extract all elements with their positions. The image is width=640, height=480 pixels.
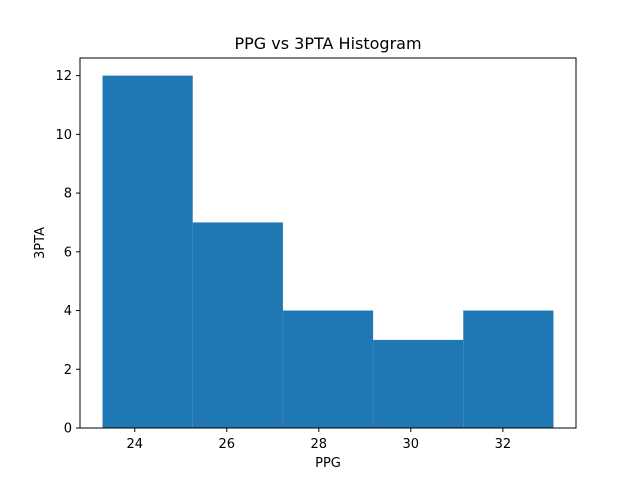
y-axis-label: 3PTA (33, 227, 48, 259)
y-tick-label: 8 (64, 187, 72, 202)
x-axis-ticks: 24 26 28 30 32 (126, 428, 511, 452)
y-tick-label: 10 (55, 128, 72, 143)
bars-group (102, 75, 554, 428)
histogram-bar-3 (282, 310, 374, 428)
x-axis-label: PPG (315, 456, 341, 471)
x-tick-label: 32 (495, 437, 512, 452)
x-tick-label: 30 (403, 437, 420, 452)
x-tick-label: 26 (219, 437, 236, 452)
plot-frame (79, 57, 577, 429)
histogram-bar-2 (192, 222, 283, 428)
y-tick-label: 4 (64, 304, 72, 319)
y-tick-label: 0 (64, 422, 72, 437)
chart-title: PPG vs 3PTA Histogram (234, 34, 421, 53)
y-tick-label: 12 (55, 69, 72, 84)
histogram-bar-5 (463, 310, 554, 428)
histogram-bar-1 (102, 75, 193, 428)
x-tick-label: 28 (311, 437, 328, 452)
x-tick-label: 24 (126, 437, 143, 452)
y-axis-ticks: 0 2 4 6 8 10 12 (55, 69, 80, 437)
histogram-bar-4 (373, 339, 464, 428)
y-tick-label: 2 (64, 363, 72, 378)
y-tick-label: 6 (64, 245, 72, 260)
